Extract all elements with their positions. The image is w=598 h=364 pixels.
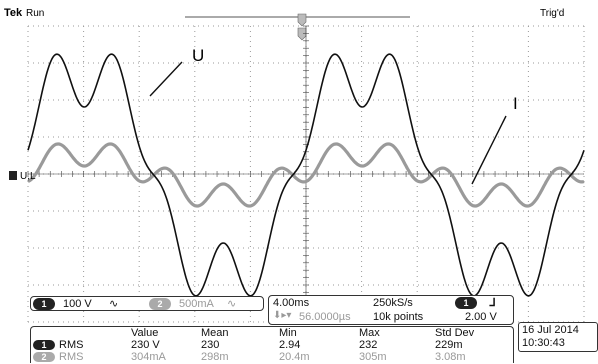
col-header-mean: Mean [201,327,229,339]
ch1-scale: 100 V [63,298,92,310]
acquisition-state: Run [26,8,44,19]
measurement-max: 232 [359,339,378,351]
table-row[interactable]: 1 RMS 230 V 230 2.94 232 229m [31,340,513,352]
ch1-ground-marker [9,171,17,180]
col-header-value: Value [131,327,159,339]
date-text: 16 Jul 2014 [522,324,579,336]
row-channel-badge: 2 [33,352,55,362]
delay-icon: ⬇▸▾ [273,310,292,321]
u-annotation: U [192,46,204,65]
trigger-source-badge[interactable]: 1 [455,297,477,309]
measurement-name: RMS [59,339,84,351]
graticule-grid [27,25,585,323]
i-annotation: I [513,94,518,113]
i-leader-line [471,115,507,185]
col-header-min: Min [279,327,297,339]
datetime-display: 16 Jul 2014 10:30:43 [518,322,598,352]
measurement-max: 305m [359,351,387,363]
trigger-level: 2.00 V [465,311,497,323]
measurement-value: 230 V [131,339,160,351]
voltage-trace [27,53,585,297]
channel-scale-panel[interactable]: 1 100 V ∿ 2 500mA ∿ [30,296,264,311]
ch2-coupling-icon: ∿ [227,298,237,310]
col-header-max: Max [359,327,380,339]
measurement-mean: 298m [201,351,229,363]
measurement-name: RMS [59,351,84,363]
trigger-status: Trig'd [540,8,564,19]
time-scale: 4.00ms [273,297,310,309]
measurements-table: Value Mean Min Max Std Dev 1 RMS 230 V 2… [30,326,514,363]
measurement-min: 20.4m [279,351,310,363]
u-leader-line [149,61,183,97]
trigger-slope-icon: ᒧ [489,297,496,309]
horizontal-delay: 56.0000µs [299,311,351,323]
brand-label: Tek [4,7,23,19]
measurement-std-dev: 229m [435,339,463,351]
measurement-min: 2.94 [279,339,301,351]
ch2-scale: 500mA [179,298,214,310]
time-text: 10:30:43 [522,337,565,349]
measurement-mean: 230 [201,339,220,351]
measurement-value: 304mA [131,351,166,363]
sample-rate: 250kS/s [373,297,413,309]
reference-marker-label: U,L [20,171,36,182]
record-length: 10k points [373,311,424,323]
timebase-panel[interactable]: 4.00ms 250kS/s ⬇▸▾ 56.0000µs 10k points … [268,295,514,325]
table-row[interactable]: 2 RMS 304mA 298m 20.4m 305m 3.08m [31,352,513,364]
ch1-badge[interactable]: 1 [33,298,55,310]
ch2-badge[interactable]: 2 [149,298,171,310]
current-trace [27,142,585,208]
ch1-coupling-icon: ∿ [109,298,119,310]
col-header-std-dev: Std Dev [435,327,475,339]
trigger-position-marker[interactable] [297,13,307,41]
measurement-std-dev: 3.08m [435,351,466,363]
row-channel-badge: 1 [33,340,55,350]
